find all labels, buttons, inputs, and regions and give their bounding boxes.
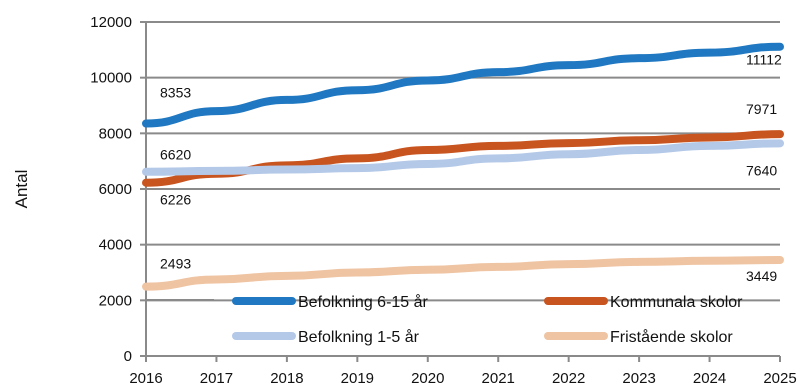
y-tick-label: 10000 bbox=[90, 70, 132, 87]
data-label: 7971 bbox=[746, 101, 777, 117]
data-label: 6620 bbox=[160, 147, 191, 163]
data-label: 2493 bbox=[160, 256, 191, 272]
y-tick-label: 0 bbox=[124, 348, 132, 365]
legend-label-1: Befolkning 6-15 år bbox=[298, 293, 429, 311]
y-tick-label: 6000 bbox=[99, 181, 132, 198]
y-tick-label: 12000 bbox=[90, 14, 132, 31]
x-tick-label: 2019 bbox=[341, 370, 374, 387]
x-tick-label: 2018 bbox=[270, 370, 303, 387]
series-line-4 bbox=[142, 256, 784, 291]
legend-label-3: Befolkning 1-5 år bbox=[298, 328, 420, 346]
x-tick-label: 2025 bbox=[763, 370, 796, 387]
x-tick-label: 2024 bbox=[693, 370, 726, 387]
data-labels: 8353 11112 6226 7971 6620 7640 2493 3449 bbox=[160, 52, 782, 284]
legend-label-4: Fristående skolor bbox=[610, 328, 733, 346]
y-tick-label: 8000 bbox=[99, 125, 132, 142]
x-tick-label: 2016 bbox=[129, 370, 162, 387]
y-tick-label: 4000 bbox=[99, 237, 132, 254]
data-label: 11112 bbox=[746, 52, 782, 68]
data-label: 3449 bbox=[746, 268, 777, 284]
y-tick-label: 2000 bbox=[99, 292, 132, 309]
series-lines bbox=[142, 42, 784, 291]
x-tick-label: 2022 bbox=[552, 370, 585, 387]
data-label: 8353 bbox=[160, 85, 191, 101]
x-tick-label: 2017 bbox=[200, 370, 233, 387]
data-label: 6226 bbox=[160, 192, 191, 208]
x-tick-label: 2020 bbox=[411, 370, 444, 387]
x-tick-label: 2023 bbox=[622, 370, 655, 387]
x-tick-label: 2021 bbox=[482, 370, 515, 387]
legend-label-2: Kommunala skolor bbox=[610, 294, 743, 311]
tick-labels: 0 2000 4000 6000 8000 10000 12000 2016 2017 2018 2… bbox=[90, 14, 796, 387]
y-axis-label: Antal bbox=[12, 170, 31, 209]
legend: Befolkning 6-15 år Kommunala skolor Befolk… bbox=[146, 293, 743, 346]
data-label: 7640 bbox=[746, 162, 777, 178]
series-line-3 bbox=[142, 139, 784, 176]
series-line-1 bbox=[142, 42, 784, 128]
